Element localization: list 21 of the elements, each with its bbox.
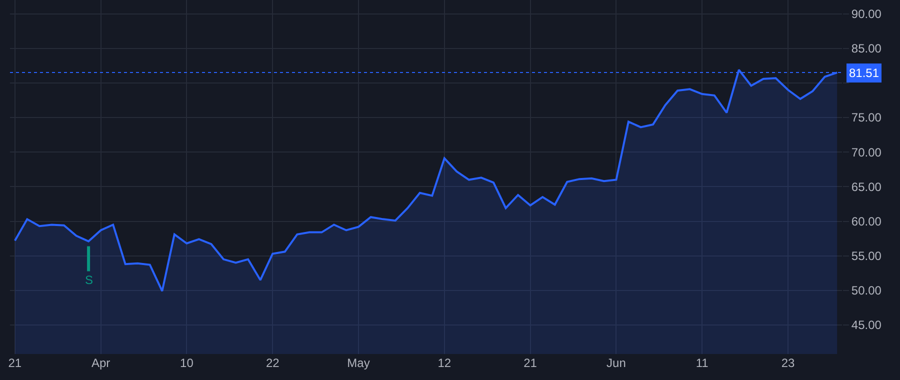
x-tick-label: 11 — [696, 356, 709, 370]
x-tick-label: Jun — [606, 356, 626, 370]
y-tick-label: 85.00 — [851, 42, 882, 56]
y-tick-label: 45.00 — [851, 318, 882, 332]
annotation: S — [85, 273, 94, 287]
x-tick-label: May — [347, 356, 370, 370]
y-tick-label: 60.00 — [851, 214, 882, 228]
y-tick-label: 65.00 — [851, 180, 882, 194]
x-tick-label: 21 — [524, 356, 538, 370]
x-tick-label: 21 — [8, 356, 22, 370]
x-tick-label: 10 — [180, 356, 194, 370]
ref-line-label: 81.51 — [849, 66, 880, 80]
y-tick-label: 50.00 — [851, 284, 882, 298]
x-tick-label: 12 — [438, 356, 452, 370]
y-tick-label: 75.00 — [851, 110, 882, 125]
y-tick-label: 55.00 — [851, 249, 882, 264]
y-tick-label: 70.00 — [851, 145, 882, 160]
x-tick-label: 23 — [781, 356, 796, 370]
y-tick-label: 90.00 — [851, 7, 882, 22]
x-tick-label: 22 — [266, 356, 280, 370]
x-tick-label: Apr — [91, 356, 110, 370]
